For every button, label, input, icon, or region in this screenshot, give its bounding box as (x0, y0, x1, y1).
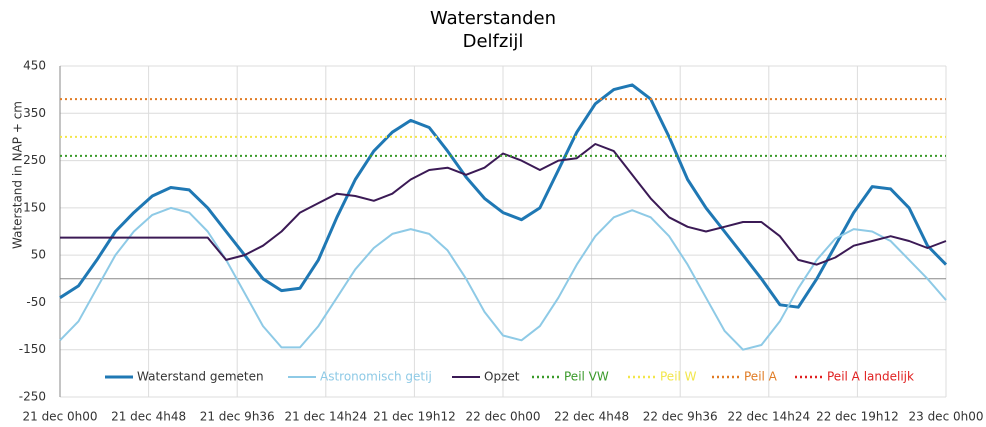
x-tick-label: 22 dec 4h48 (554, 410, 629, 424)
x-tick-label: 21 dec 0h00 (22, 410, 97, 424)
series-line (59, 83, 948, 309)
x-tick-label: 21 dec 14h24 (284, 410, 367, 424)
y-axis-label: Waterstand in NAP + cm (11, 101, 25, 249)
legend-label: Peil A landelijk (827, 370, 914, 384)
x-tick-label: 21 dec 19h12 (373, 410, 456, 424)
x-tick-label: 22 dec 0h00 (465, 410, 540, 424)
y-tick-label: -150 (19, 342, 46, 356)
series-line (60, 143, 947, 266)
legend-label: Peil A (744, 370, 778, 384)
chart-subtitle: Delfzijl (463, 31, 524, 52)
y-tick-label: -250 (19, 390, 46, 404)
legend-label: Opzet (484, 370, 520, 384)
series-line (59, 206, 947, 351)
legend-label: Peil W (660, 370, 697, 384)
x-tick-label: 22 dec 19h12 (816, 410, 899, 424)
x-tick-label: 21 dec 9h36 (200, 410, 275, 424)
y-tick-label: 350 (23, 106, 46, 120)
y-tick-label: 150 (23, 200, 46, 214)
y-tick-label: 50 (31, 248, 46, 262)
y-tick-label: -50 (26, 295, 46, 309)
legend-label: Peil VW (564, 370, 609, 384)
x-tick-label: 21 dec 4h48 (111, 410, 186, 424)
legend-label: Astronomisch getij (320, 370, 432, 384)
x-tick-label: 23 dec 0h00 (908, 410, 983, 424)
x-tick-label: 22 dec 9h36 (643, 410, 718, 424)
y-tick-label: 450 (23, 59, 46, 73)
chart-title: Waterstanden (430, 8, 556, 29)
legend-label: Waterstand gemeten (137, 370, 264, 384)
x-tick-label: 22 dec 14h24 (727, 410, 810, 424)
y-tick-label: 250 (23, 153, 46, 167)
